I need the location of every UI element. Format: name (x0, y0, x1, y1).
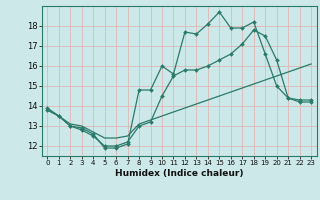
X-axis label: Humidex (Indice chaleur): Humidex (Indice chaleur) (115, 169, 244, 178)
